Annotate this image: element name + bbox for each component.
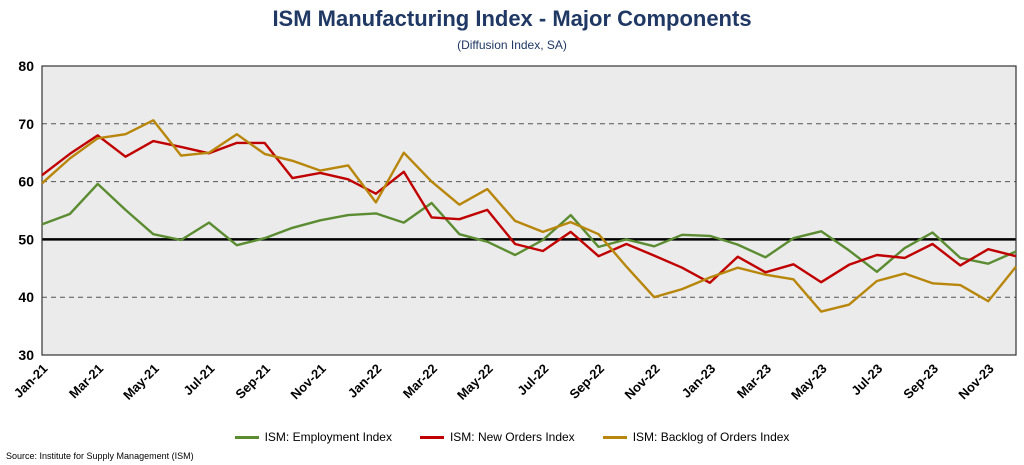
legend-swatch: [419, 435, 444, 439]
x-tick-label: Mar-23: [734, 361, 774, 401]
plot-border: [41, 65, 1017, 356]
legend: ISM: Employment Index ISM: New Orders Ind…: [0, 430, 1024, 444]
x-tick-label: Mar-21: [66, 361, 106, 401]
legend-swatch: [234, 435, 259, 439]
x-tick-label: Jul-22: [514, 361, 551, 398]
x-tick-label: Jan-22: [345, 361, 385, 401]
y-tick-label: 40: [18, 289, 34, 305]
x-tick-label: May-21: [120, 361, 162, 403]
y-tick-label: 50: [18, 231, 34, 247]
x-tick-label: Jan-21: [11, 361, 51, 401]
y-tick-label: 80: [18, 58, 34, 74]
legend-swatch: [602, 435, 627, 439]
x-tick-label: Sep-21: [232, 361, 273, 402]
y-tick-label: 30: [18, 347, 34, 363]
x-tick-label: Jan-23: [679, 361, 719, 401]
x-tick-label: Nov-23: [955, 361, 996, 402]
x-tick-label: May-23: [788, 361, 830, 403]
x-tick-label: Jul-23: [848, 361, 885, 398]
plot-background: [42, 66, 1016, 355]
x-tick-label: Nov-22: [622, 361, 663, 402]
legend-label: ISM: Backlog of Orders Index: [632, 430, 790, 444]
x-tick-label: Jul-21: [180, 361, 217, 398]
x-tick-label: Sep-22: [566, 361, 607, 402]
series-line-3: [41, 119, 1017, 313]
x-tick-label: May-22: [454, 361, 496, 403]
y-tick-label: 60: [18, 174, 34, 190]
source-note: Source: Institute for Supply Management …: [6, 451, 194, 461]
x-tick-label: Mar-22: [400, 361, 440, 401]
x-tick-label: Nov-21: [288, 361, 329, 402]
plot-area: 30 40 50 60 70 80 Jan-21 Mar-21 May-21 Jul-21 Sep-…: [11, 58, 1017, 403]
legend-label: ISM: Employment Index: [264, 430, 392, 444]
chart-subtitle: (Diffusion Index, SA): [457, 38, 567, 52]
y-tick-label: 70: [18, 116, 34, 132]
chart-title: ISM Manufacturing Index - Major Componen…: [272, 6, 752, 31]
legend-item-3: ISM: Backlog of Orders Index: [602, 430, 790, 444]
x-tick-label: Sep-23: [900, 361, 941, 402]
legend-item-2: ISM: New Orders Index: [419, 430, 575, 444]
legend-label: ISM: New Orders Index: [449, 430, 575, 444]
legend-item-1: ISM: Employment Index: [234, 430, 392, 444]
